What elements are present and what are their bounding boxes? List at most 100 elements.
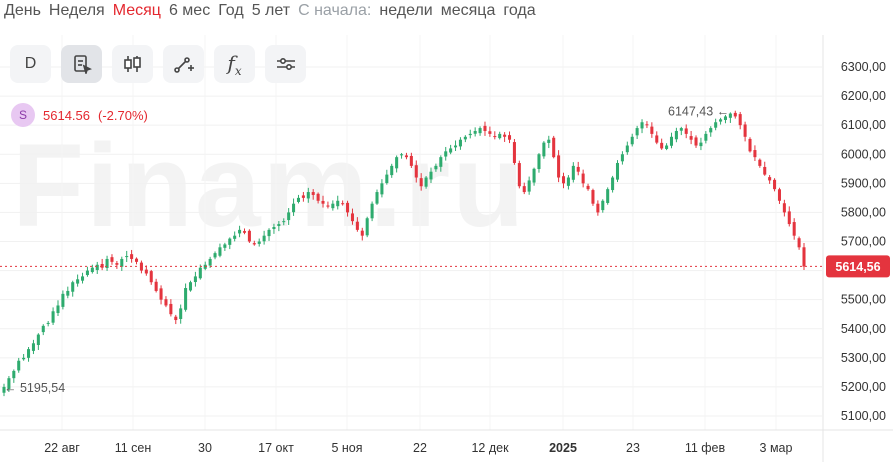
candle	[719, 117, 723, 125]
candlestick-icon	[123, 56, 141, 72]
period-month[interactable]: Месяц	[112, 2, 161, 19]
period-day[interactable]: День	[4, 2, 41, 19]
candle-body	[596, 203, 600, 213]
y-tick-label: 6000,00	[841, 147, 886, 161]
y-tick-label: 5400,00	[841, 322, 886, 336]
candle	[424, 176, 428, 189]
candle	[650, 122, 654, 138]
candle-body	[404, 155, 408, 158]
candle	[689, 130, 693, 145]
candle-body	[110, 257, 114, 262]
candle-body	[797, 238, 801, 248]
candle	[385, 169, 389, 185]
period-year[interactable]: Год	[218, 2, 244, 19]
interval-label: D	[24, 55, 37, 72]
candle	[321, 195, 325, 208]
since-week[interactable]: недели	[379, 2, 433, 19]
candle-body	[228, 238, 232, 245]
candle-body	[71, 282, 75, 292]
candle	[571, 162, 575, 183]
candle	[414, 160, 418, 183]
candle-body	[503, 134, 507, 137]
candle-body	[252, 243, 256, 245]
since-year[interactable]: года	[503, 2, 536, 19]
candle-body	[56, 305, 60, 314]
candle	[753, 145, 757, 161]
candle-body	[508, 135, 512, 140]
candle	[375, 189, 379, 205]
candle	[404, 152, 408, 160]
candle	[2, 383, 6, 397]
candle	[596, 200, 600, 216]
candle	[85, 266, 89, 277]
candle-body	[169, 303, 173, 315]
candle	[478, 126, 482, 136]
candle-body	[242, 231, 247, 233]
candle	[130, 249, 134, 263]
candle-body	[640, 122, 644, 129]
period-5-years[interactable]: 5 лет	[251, 2, 291, 19]
candle	[46, 320, 50, 327]
since-month[interactable]: месяца	[440, 2, 496, 19]
candle	[41, 324, 45, 336]
candle-body	[635, 128, 639, 136]
candle-body	[498, 133, 502, 139]
candle-body	[601, 200, 605, 211]
candle-body	[51, 311, 55, 323]
max-price-label: 6147,43 ←	[668, 104, 729, 118]
candle-body	[694, 137, 698, 146]
candle-body	[272, 226, 276, 230]
candle-body	[76, 279, 80, 284]
candle-body	[306, 192, 310, 199]
candle-body	[282, 221, 286, 223]
candle	[174, 314, 178, 325]
candle-body	[463, 136, 467, 140]
period-6-months[interactable]: 6 мес	[168, 2, 211, 19]
candle	[306, 187, 310, 203]
candle-body	[527, 180, 531, 192]
candle	[287, 208, 291, 225]
candle	[473, 127, 477, 137]
candle	[262, 230, 266, 245]
candle	[326, 201, 330, 209]
drawing-tool-button[interactable]	[163, 45, 204, 83]
candle	[341, 200, 345, 206]
settings-button[interactable]	[265, 45, 306, 83]
candle-body	[753, 150, 757, 158]
period-week[interactable]: Неделя	[48, 2, 105, 19]
candle-body	[454, 145, 458, 148]
candle	[272, 223, 276, 234]
candle	[532, 167, 536, 186]
y-tick-label: 6300,00	[841, 60, 886, 74]
candle	[218, 243, 222, 258]
candle-body	[468, 133, 472, 136]
candle-body	[120, 258, 124, 267]
candle-body	[557, 155, 561, 178]
candle	[606, 187, 610, 205]
y-tick-label: 5300,00	[841, 351, 886, 365]
indicators-button[interactable]: fx	[214, 45, 255, 83]
candle	[566, 175, 570, 190]
candle	[630, 133, 634, 147]
candlestick-button[interactable]	[112, 45, 153, 83]
y-tick-label: 5900,00	[841, 176, 886, 190]
interval-button[interactable]: D	[10, 45, 51, 83]
candle-body	[714, 122, 718, 128]
candle	[316, 192, 320, 204]
candle	[660, 138, 664, 150]
candle-body	[768, 177, 772, 181]
candle	[71, 280, 75, 297]
candle	[434, 163, 438, 172]
candle	[31, 339, 35, 355]
candle	[277, 221, 281, 232]
candle-body	[174, 316, 178, 321]
candle	[252, 240, 256, 246]
candle-body	[763, 166, 767, 175]
chart-type-button[interactable]	[61, 45, 102, 83]
candle-body	[154, 281, 158, 291]
candle-body	[81, 276, 85, 281]
candle	[576, 161, 580, 176]
candle	[743, 121, 747, 142]
candle-body	[218, 247, 222, 256]
